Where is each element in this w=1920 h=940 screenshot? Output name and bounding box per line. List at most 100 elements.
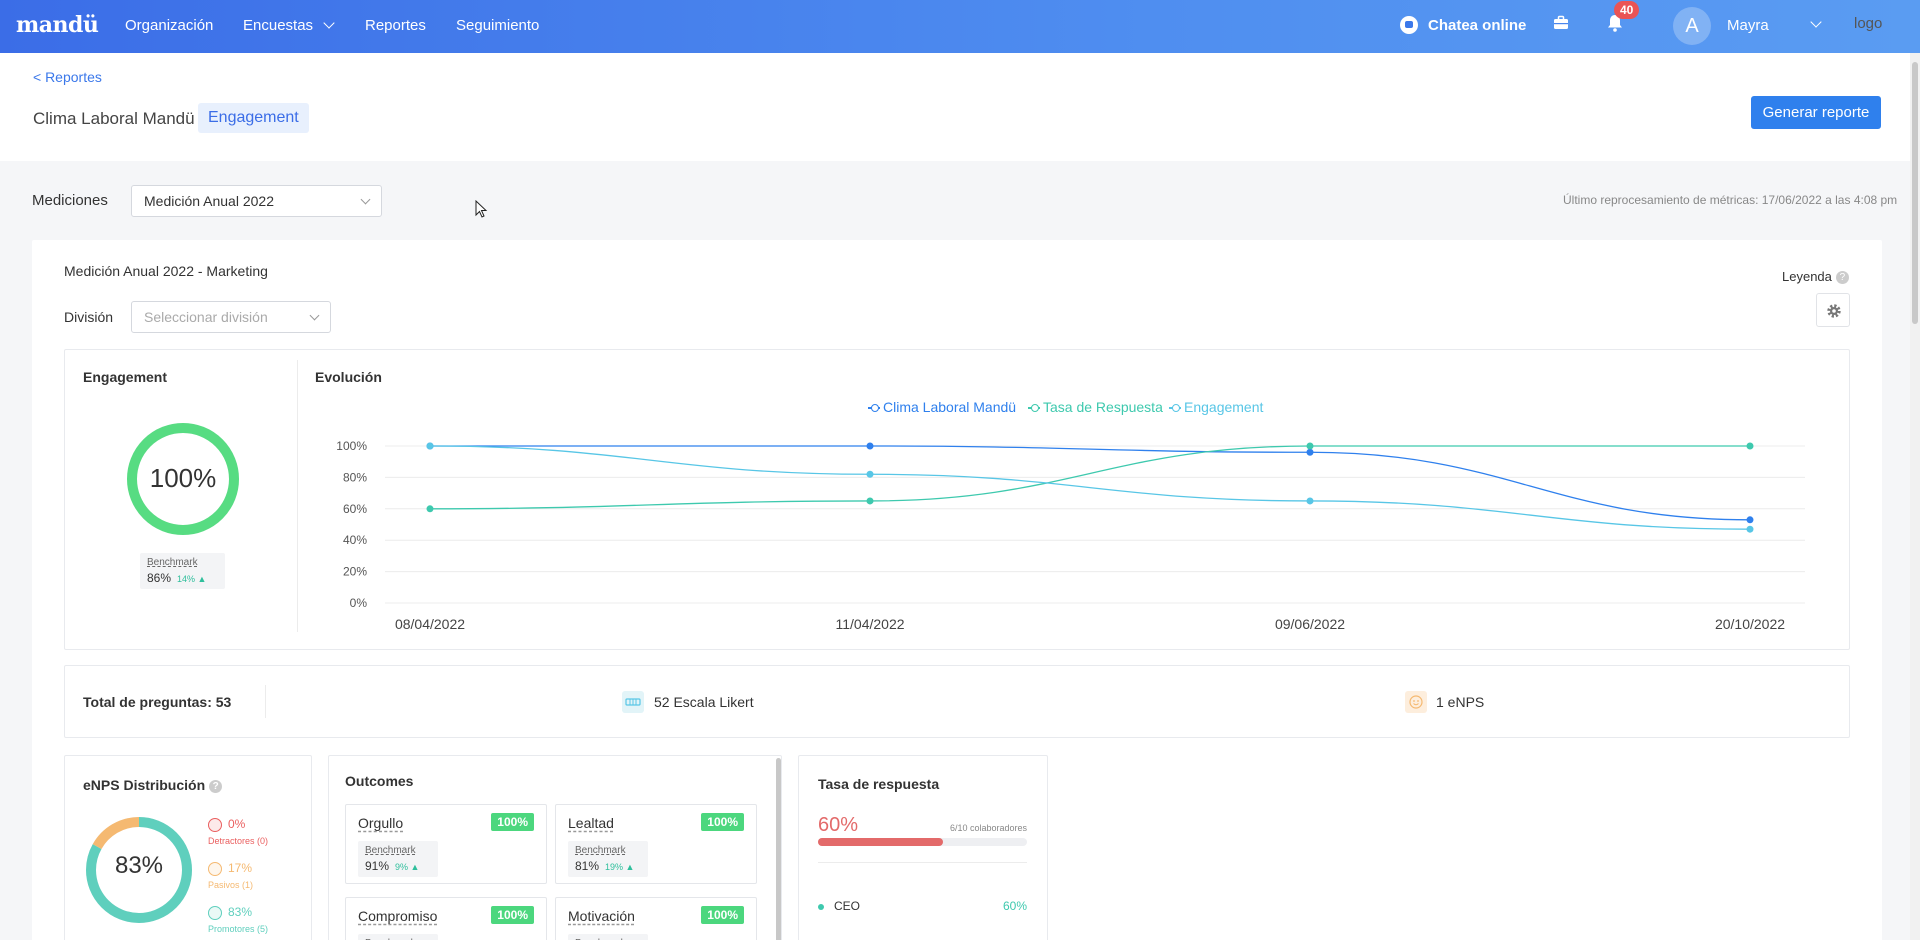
- avatar[interactable]: A: [1673, 7, 1711, 45]
- face-icon: [208, 817, 222, 832]
- legend-item-engagement[interactable]: Engagement: [1169, 399, 1263, 415]
- legend-item-clima-label: Clima Laboral Mandü: [883, 399, 1017, 415]
- engagement-gauge: [127, 423, 239, 535]
- user-name[interactable]: Mayra: [1727, 17, 1769, 34]
- response-rate-card: [798, 755, 1048, 940]
- legend-toggle[interactable]: Leyenda?: [1782, 269, 1849, 285]
- briefcase-icon[interactable]: [1553, 15, 1569, 34]
- division-select-placeholder: Seleccionar división: [144, 309, 268, 325]
- outcome-name[interactable]: Lealtad: [568, 815, 614, 831]
- data-point[interactable]: [866, 497, 874, 505]
- benchmark-label: Benchmark: [575, 845, 626, 856]
- outcome-pct: 100%: [701, 813, 744, 831]
- data-point[interactable]: [1746, 516, 1754, 524]
- response-rate-fill: [818, 838, 944, 846]
- help-icon[interactable]: ?: [209, 779, 223, 793]
- data-point[interactable]: [866, 470, 874, 478]
- nav-item-encuestas[interactable]: Encuestas: [243, 17, 335, 34]
- y-tick-label: 0%: [350, 596, 368, 610]
- series-line-2: [429, 445, 1751, 530]
- data-point[interactable]: [1306, 448, 1314, 456]
- benchmark-label: Benchmark: [365, 845, 416, 856]
- enps-legend-detractores: 0% Detractores (0): [208, 817, 268, 846]
- data-point[interactable]: [426, 505, 434, 513]
- outcome-card[interactable]: Lealtad 100% Benchmark 81% 19% ▲: [555, 804, 757, 884]
- mediciones-select[interactable]: Medición Anual 2022: [131, 185, 382, 217]
- legend-label: Leyenda: [1782, 269, 1832, 284]
- chat-online-label: Chatea online: [1428, 16, 1527, 34]
- y-tick-label: 100%: [336, 439, 367, 453]
- benchmark-value: 91%: [365, 859, 390, 873]
- outcome-card[interactable]: Motivación 100% Benchmark: [555, 897, 757, 940]
- data-point[interactable]: [1306, 497, 1314, 505]
- chevron-down-icon: [323, 17, 335, 29]
- legend-item-clima[interactable]: Clima Laboral Mandü: [868, 399, 1016, 415]
- engagement-value: 100%: [149, 463, 217, 493]
- notifications-badge[interactable]: 40: [1614, 1, 1640, 19]
- page-scrollbar-track[interactable]: [1910, 53, 1920, 940]
- response-rate-row: CEO 60%: [818, 899, 1027, 913]
- x-tick-label: 11/04/2022: [835, 616, 904, 632]
- outcomes-scrollbar[interactable]: [776, 758, 781, 940]
- response-rate-row-pct: 60%: [1002, 899, 1027, 913]
- legend-marker-icon: [1169, 404, 1181, 412]
- nav-item-seguimiento[interactable]: Seguimiento: [456, 17, 540, 34]
- generate-report-button[interactable]: Generar reporte: [1751, 96, 1881, 129]
- response-rate-value: 60%: [818, 814, 859, 836]
- outcome-benchmark: Benchmark: [358, 934, 438, 940]
- data-point[interactable]: [866, 442, 874, 450]
- mediciones-label: Mediciones: [32, 192, 108, 209]
- legend-item-tasa[interactable]: Tasa de Respuesta: [1028, 399, 1163, 415]
- x-tick-label: 09/06/2022: [1275, 616, 1345, 632]
- chat-online-button[interactable]: Chatea online: [1400, 16, 1526, 34]
- data-point[interactable]: [1746, 525, 1754, 533]
- x-tick-label: 08/04/2022: [395, 616, 465, 632]
- nav-item-reportes[interactable]: Reportes: [365, 17, 426, 34]
- nav-item-encuestas-label: Encuestas: [243, 17, 314, 34]
- series-line-1: [429, 445, 1750, 510]
- enps-segment-pasivos[interactable]: [86, 817, 192, 923]
- enps-title: eNPS Distribución: [83, 777, 206, 793]
- back-to-reportes-link[interactable]: < Reportes: [33, 69, 102, 85]
- legend-marker-icon: [1028, 404, 1040, 412]
- legend-item-tasa-label: Tasa de Respuesta: [1043, 399, 1163, 415]
- user-menu-chevron-icon[interactable]: [1810, 16, 1822, 32]
- benchmark-label: Benchmark: [147, 557, 198, 568]
- nav-item-organizacion[interactable]: Organización: [125, 17, 214, 34]
- data-point[interactable]: [1746, 442, 1754, 450]
- page-scrollbar-thumb[interactable]: [1912, 62, 1918, 324]
- engagement-evolution-panel: [64, 349, 1850, 650]
- outcomes-title: Outcomes: [345, 773, 414, 789]
- outcome-name[interactable]: Compromiso: [358, 908, 438, 924]
- benchmark-delta: 14% ▲: [177, 574, 207, 584]
- y-tick-label: 40%: [343, 533, 367, 547]
- enps-segment-pct: 0%: [228, 817, 246, 831]
- data-point[interactable]: [1306, 442, 1314, 450]
- enps-segment-pct: 17%: [228, 861, 253, 875]
- questions-summary-panel: [64, 665, 1850, 738]
- division-select[interactable]: Seleccionar división: [131, 301, 331, 333]
- benchmark-label: Benchmark: [575, 938, 641, 940]
- mouse-cursor-icon: [475, 200, 488, 218]
- evolution-title: Evolución: [315, 369, 382, 385]
- outcome-card[interactable]: Compromiso 100% Benchmark: [345, 897, 547, 940]
- report-type-tag: Engagement: [198, 103, 309, 133]
- y-tick-label: 20%: [343, 565, 367, 579]
- data-point[interactable]: [426, 442, 434, 450]
- outcome-pct: 100%: [491, 813, 534, 831]
- benchmark-delta: 19% ▲: [605, 862, 635, 872]
- outcome-benchmark: Benchmark 91% 9% ▲: [358, 841, 438, 877]
- y-tick-label: 80%: [343, 470, 367, 484]
- likert-questions-count: 52 Escala Likert: [654, 694, 754, 710]
- outcome-benchmark: Benchmark: [568, 934, 648, 940]
- outcome-card[interactable]: Orgullo 100% Benchmark 91% 9% ▲: [345, 804, 547, 884]
- settings-button[interactable]: [1816, 293, 1850, 327]
- brand-logo-text[interactable]: mandü: [16, 12, 99, 38]
- enps-segment-count: Detractores (0): [208, 835, 269, 846]
- division-label: División: [64, 309, 114, 325]
- engagement-title: Engagement: [83, 369, 168, 385]
- face-icon: [208, 861, 222, 876]
- outcome-name[interactable]: Motivación: [568, 908, 635, 924]
- outcome-name[interactable]: Orgullo: [358, 815, 404, 831]
- response-rate-detail: 6/10 colaboradores: [950, 823, 1028, 833]
